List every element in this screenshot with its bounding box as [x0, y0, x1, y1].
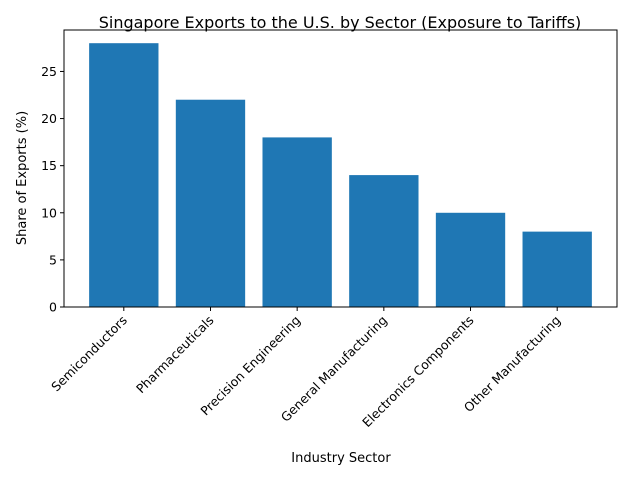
y-tick-label: 20 [41, 111, 57, 126]
y-axis: 0 5 10 15 20 25 [41, 64, 64, 315]
y-tick-label: 25 [41, 64, 57, 79]
bars-layer [89, 43, 592, 307]
y-tick-label: 0 [49, 300, 57, 315]
y-tick-label: 5 [49, 252, 57, 267]
chart-title: Singapore Exports to the U.S. by Sector … [99, 13, 582, 32]
bar-semiconductors [89, 43, 159, 307]
bar-electronics-components [435, 212, 506, 307]
bar-pharmaceuticals [175, 99, 246, 307]
x-tick-label: Other Manufacturing [461, 313, 564, 416]
x-tick-label: Pharmaceuticals [133, 313, 217, 397]
bar-precision-engineering [262, 137, 332, 307]
y-tick-label: 10 [41, 205, 57, 220]
bar-general-manufacturing [349, 175, 419, 307]
y-axis-label: Share of Exports (%) [15, 111, 30, 245]
bar-other-manufacturing [522, 231, 592, 307]
plot-spines [63, 29, 618, 308]
y-tick-label: 15 [41, 158, 57, 173]
x-axis-label: Industry Sector [291, 451, 391, 466]
x-tick-label: Semiconductors [48, 313, 130, 395]
x-tick-label: Precision Engineering [197, 313, 303, 419]
